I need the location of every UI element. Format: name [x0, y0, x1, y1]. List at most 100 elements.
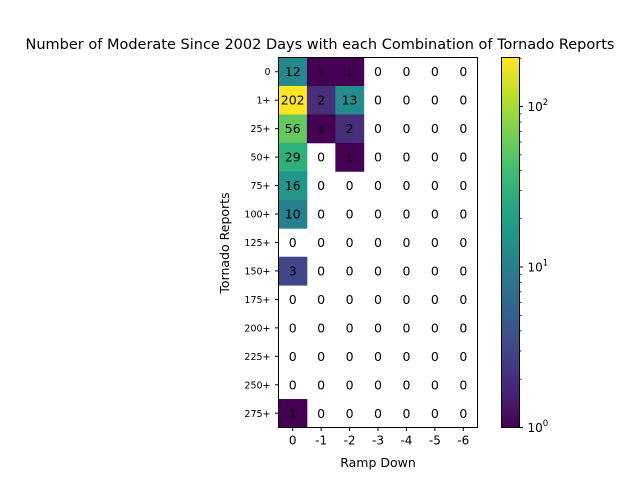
colorbar-tick-label: 101 [528, 259, 549, 275]
cell-value-label: 0 [459, 406, 467, 421]
cell-value-label: 0 [346, 263, 354, 278]
cell-value-label: 0 [317, 207, 325, 222]
cell-value-label: 0 [317, 263, 325, 278]
cell-value-label: 0 [346, 406, 354, 421]
cell-value-label: 0 [317, 178, 325, 193]
heatmap-cell [306, 85, 336, 115]
cell-value-label: 0 [374, 377, 382, 392]
cell-value-label: 0 [402, 406, 410, 421]
cell-value-label: 0 [346, 178, 354, 193]
cell-value-label: 0 [459, 64, 467, 79]
cell-value-label: 0 [346, 320, 354, 335]
cell-value-label: 0 [431, 377, 439, 392]
cell-value-label: 0 [459, 207, 467, 222]
cell-value-label: 0 [289, 235, 297, 250]
heatmap-cell [278, 85, 308, 115]
cell-value-label: 0 [459, 377, 467, 392]
cell-value-label: 0 [289, 349, 297, 364]
colorbar-tick-label: 100 [528, 419, 549, 435]
cell-value-label: 1 [289, 406, 297, 421]
y-tick-label: 175+ [244, 295, 270, 306]
cell-value-label: 0 [346, 377, 354, 392]
cell-value-label: 0 [402, 349, 410, 364]
cell-value-label: 0 [431, 320, 439, 335]
y-tick-label: 225+ [244, 352, 270, 363]
cell-value-label: 0 [289, 292, 297, 307]
cell-value-label: 0 [374, 263, 382, 278]
cell-value-label: 0 [431, 121, 439, 136]
cell-value-label: 0 [431, 150, 439, 165]
cell-value-label: 0 [459, 292, 467, 307]
cell-value-label: 0 [374, 207, 382, 222]
cell-value-label: 1 [318, 125, 324, 136]
cell-value-label: 0 [317, 349, 325, 364]
cell-value-label: 0 [431, 263, 439, 278]
cell-value-label: 13 [342, 93, 358, 108]
heatmap-cells [278, 57, 365, 428]
heatmap-cell [335, 57, 365, 87]
heatmap-cell [278, 256, 308, 286]
colorbar-ticks: 100 101 102 [519, 57, 549, 435]
y-tick-label: 50+ [250, 153, 270, 164]
cell-value-label: 0 [402, 64, 410, 79]
cell-value-label: 2 [317, 93, 325, 108]
cell-value-label: 0 [374, 121, 382, 136]
cell-value-label: 0 [459, 235, 467, 250]
y-tick-label: 250+ [244, 380, 270, 391]
y-tick-label: 75+ [250, 181, 270, 192]
cell-value-label: 0 [374, 320, 382, 335]
cell-value-label: 0 [402, 377, 410, 392]
cell-value-label: 0 [402, 263, 410, 278]
heatmap-cell [306, 57, 336, 87]
y-axis: 0 1+ 25+ 50+ 75+ 100+ 125+ 150+ 175+ 200+ 225+ 250+… [244, 67, 279, 420]
cell-value-label: 0 [317, 406, 325, 421]
y-tick-label: 100+ [244, 210, 270, 221]
cell-value-label: 0 [431, 406, 439, 421]
cell-value-label: 202 [281, 93, 305, 108]
cell-value-label: 0 [431, 349, 439, 364]
y-tick-label: 1+ [256, 96, 270, 107]
cell-value-label: 0 [402, 207, 410, 222]
heatmap-cell [278, 399, 308, 428]
heatmap-cell [278, 142, 308, 172]
x-axis: 0 -1 -2 -3 -4 -5 -6 [289, 427, 469, 448]
x-tick-label: -5 [429, 434, 441, 448]
heatmap-cell [278, 171, 308, 201]
cell-value-label: 0 [374, 406, 382, 421]
cell-value-label: 1 [346, 154, 352, 165]
cell-value-label: 0 [402, 121, 410, 136]
heatmap-cell [335, 142, 365, 172]
cell-value-label: 0 [402, 320, 410, 335]
x-tick-label: -3 [372, 434, 384, 448]
cell-value-label: 10 [285, 207, 301, 222]
cell-value-label: 0 [374, 292, 382, 307]
cell-value-label: 0 [402, 150, 410, 165]
cell-value-label: 2 [346, 121, 354, 136]
cell-value-label: 0 [346, 349, 354, 364]
cell-value-label: 0 [431, 93, 439, 108]
cell-value-label: 0 [317, 235, 325, 250]
cell-value-label: 0 [374, 349, 382, 364]
y-tick-label: 25+ [250, 124, 270, 135]
cell-value-label: 0 [402, 93, 410, 108]
cell-value-label: 0 [289, 377, 297, 392]
colorbar [501, 57, 520, 428]
cell-value-label: 56 [285, 121, 301, 136]
x-tick-label: -4 [400, 434, 412, 448]
y-tick-label: 150+ [244, 266, 270, 277]
cell-value-label: 0 [431, 178, 439, 193]
cell-value-label: 29 [285, 150, 301, 165]
heatmap-cell [306, 114, 336, 144]
cell-value-label: 0 [346, 292, 354, 307]
x-axis-label: Ramp Down [340, 455, 416, 470]
cell-value-label: 0 [459, 150, 467, 165]
cell-value-label: 0 [459, 93, 467, 108]
x-tick-label: -1 [315, 434, 327, 448]
y-tick-label: 125+ [244, 238, 270, 249]
cell-value-label: 0 [431, 292, 439, 307]
cell-value-label: 0 [459, 263, 467, 278]
cell-value-label: 0 [374, 93, 382, 108]
cell-value-label: 0 [431, 235, 439, 250]
